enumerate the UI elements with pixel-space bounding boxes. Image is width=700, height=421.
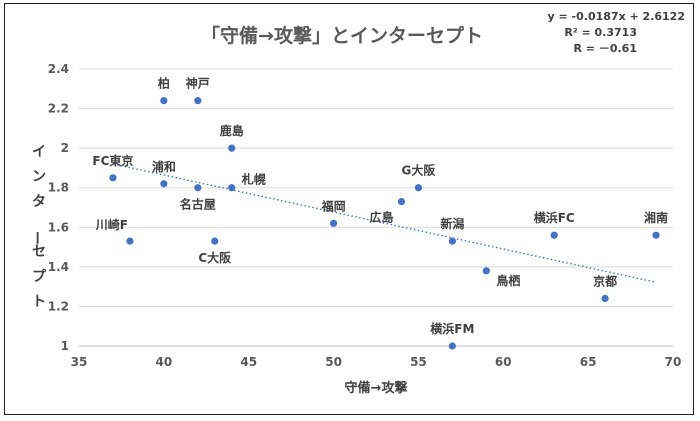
data-point [228, 184, 236, 192]
y-axis-title: インターセプト [28, 144, 47, 310]
data-point [397, 197, 406, 206]
point-label: 川崎F [95, 217, 128, 232]
data-point [550, 231, 558, 239]
point-label: G大阪 [401, 163, 436, 178]
y-tick-label: 2.2 [48, 102, 69, 116]
point-label: 名古屋 [180, 197, 216, 212]
data-point [126, 237, 134, 245]
point-label: 広島 [369, 210, 393, 225]
point-label: 鹿島 [220, 123, 244, 138]
point-label: 札幌 [241, 172, 266, 187]
data-point [652, 231, 660, 239]
trendline [112, 163, 657, 283]
y-tick-label: 1 [61, 339, 69, 353]
point-label: 神戸 [186, 76, 210, 91]
chart-title: 「守備→攻撃」とインターセプト [201, 24, 483, 47]
data-point [601, 294, 609, 303]
x-tick-label: 45 [240, 355, 257, 369]
data-point [414, 184, 423, 192]
y-tick-label: 1.6 [48, 220, 69, 234]
y-tick-label: 1.2 [48, 299, 69, 313]
x-tick-label: 40 [156, 355, 173, 369]
trendline-equation: y = -0.0187x + 2.6122 [548, 10, 685, 23]
x-tick-label: 35 [71, 355, 88, 369]
point-label: 京都 [593, 274, 617, 289]
y-tick-label: 1.4 [48, 260, 69, 274]
axes: 1 1.2 1.4 1.6 1.8 2 2.2 2.4 35 40 45 50 55 60 65 70 [48, 62, 682, 369]
data-point [482, 267, 490, 275]
data-point [160, 97, 168, 105]
r-squared-value: R² = 0.3713 [564, 26, 637, 39]
data-point [109, 174, 117, 182]
data-point [160, 180, 168, 188]
y-tick-label: 2.4 [48, 62, 69, 76]
point-label: 福岡 [321, 198, 346, 213]
point-label: 横浜FM [430, 321, 474, 336]
y-tick-label: 1.8 [48, 181, 69, 195]
r-value: R = －0.61 [574, 42, 638, 55]
point-label: FC東京 [92, 153, 133, 168]
data-point [228, 144, 236, 152]
trendline-layer [112, 163, 657, 283]
scatter-chart: 「守備→攻撃」とインターセプト y = -0.0187x + 2.6122 R²… [28, 10, 685, 396]
chart-frame: 「守備→攻撃」とインターセプト y = -0.0187x + 2.6122 R²… [4, 3, 694, 415]
point-label: 横浜FC [534, 210, 575, 225]
data-point [194, 97, 202, 105]
point-label: C大阪 [198, 250, 232, 265]
data-point [448, 237, 456, 245]
gridlines [79, 68, 673, 347]
x-tick-label: 55 [410, 355, 427, 369]
point-label: 鳥栖 [496, 273, 520, 288]
x-axis-title: 守備→攻撃 [345, 380, 408, 396]
data-point [329, 219, 338, 227]
x-tick-label: 50 [325, 355, 342, 369]
x-tick-label: 60 [495, 355, 512, 369]
point-label: 新潟 [440, 216, 464, 231]
x-tick-label: 70 [665, 355, 682, 369]
point-label: 湘南 [644, 210, 668, 225]
data-point [211, 237, 219, 245]
data-point [194, 184, 202, 192]
data-point [448, 342, 456, 350]
y-tick-label: 2 [61, 141, 69, 155]
point-label: 柏 [158, 76, 170, 91]
data-points [109, 97, 660, 350]
point-label: 浦和 [152, 159, 176, 174]
x-tick-label: 65 [580, 355, 597, 369]
